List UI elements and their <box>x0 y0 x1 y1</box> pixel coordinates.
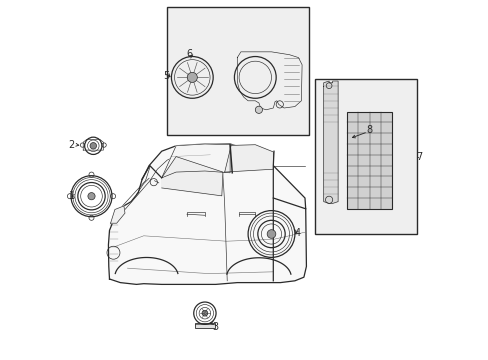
Text: 2: 2 <box>68 140 75 150</box>
Text: 8: 8 <box>366 125 372 135</box>
Circle shape <box>266 230 275 238</box>
Bar <box>194 323 215 328</box>
Bar <box>346 112 391 209</box>
Polygon shape <box>162 144 230 178</box>
Text: 6: 6 <box>186 49 192 59</box>
Polygon shape <box>224 145 273 172</box>
Circle shape <box>255 106 262 113</box>
Polygon shape <box>162 157 223 196</box>
Text: 3: 3 <box>211 322 218 332</box>
Circle shape <box>90 143 96 149</box>
Bar <box>314 79 416 234</box>
Polygon shape <box>323 81 337 203</box>
Circle shape <box>202 310 207 316</box>
Polygon shape <box>108 144 306 284</box>
Text: 4: 4 <box>294 228 300 238</box>
Circle shape <box>88 193 95 200</box>
Bar <box>167 7 309 135</box>
Text: 7: 7 <box>415 152 421 162</box>
Text: 1: 1 <box>68 191 75 201</box>
Circle shape <box>187 72 197 82</box>
Text: 5: 5 <box>163 71 169 81</box>
Polygon shape <box>110 206 125 223</box>
